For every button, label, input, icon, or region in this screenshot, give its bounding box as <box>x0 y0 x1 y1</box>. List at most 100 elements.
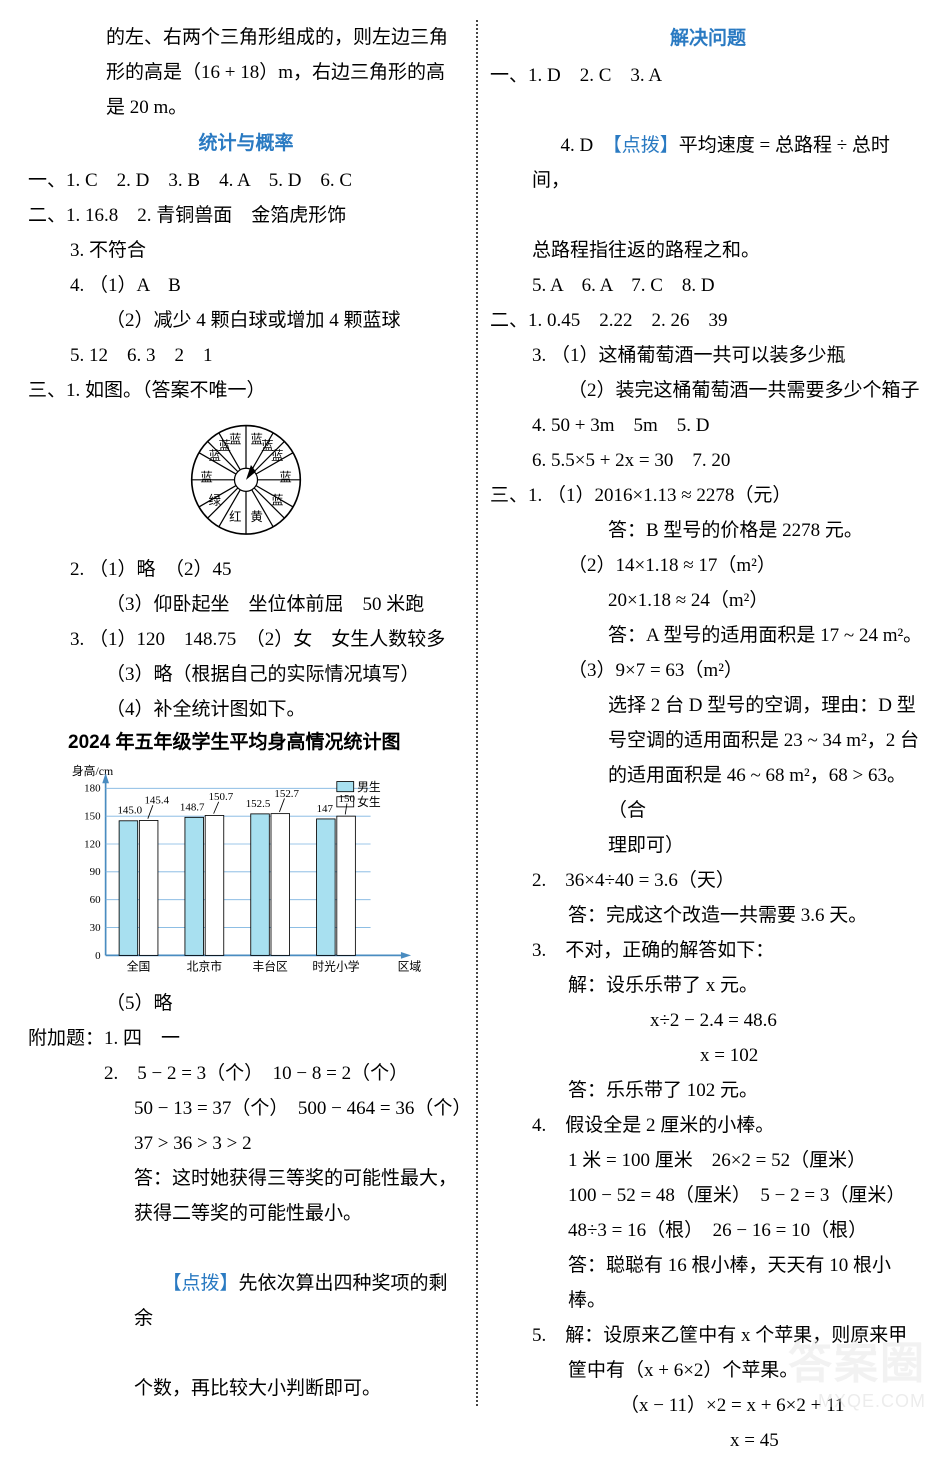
bar-group: 145.0 145.4 全国 <box>117 794 169 973</box>
sector-label: 蓝 <box>200 470 212 484</box>
page-container: 的左、右两个三角形组成的，则左边三角 形的高是（16 + 18）m，右边三角形的… <box>0 0 944 1426</box>
answer-line: 6. 5.5×5 + 2x = 30 7. 20 <box>490 443 926 478</box>
right-column: 解决问题 一、1. D 2. C 3. A 4. D 【点拨】平均速度 = 总路… <box>478 20 926 1406</box>
hint-label: 【点拨】 <box>612 135 679 156</box>
answer-line: 2. （1）略 （2）45 <box>28 552 464 587</box>
answer-line: （2）14×1.18 ≈ 17（m²） <box>490 548 926 583</box>
svg-text:时光小学: 时光小学 <box>312 959 359 973</box>
svg-text:152.7: 152.7 <box>274 787 299 799</box>
intro-line: 的左、右两个三角形组成的，则左边三角 <box>28 20 464 55</box>
answer-line: 答：A 型号的适用面积是 17 ~ 24 m²。 <box>490 618 926 653</box>
svg-text:0: 0 <box>95 949 101 961</box>
section-heading-solve: 解决问题 <box>490 20 926 58</box>
answer-line: 二、1. 16.8 2. 青铜兽面 金箔虎形饰 <box>28 198 464 233</box>
sector-label: 蓝 <box>218 439 230 453</box>
section-heading-stats: 统计与概率 <box>28 125 464 163</box>
answer-line: 三、1. （1）2016×1.13 ≈ 2278（元） <box>490 478 926 513</box>
answer-line: 4. （1）A B <box>28 268 464 303</box>
left-column: 的左、右两个三角形组成的，则左边三角 形的高是（16 + 18）m，右边三角形的… <box>28 20 476 1406</box>
answer-line: 解：设乐乐带了 x 元。 <box>490 968 926 1003</box>
svg-text:150: 150 <box>84 810 101 822</box>
sector-label: 蓝 <box>229 433 241 447</box>
svg-text:男生: 男生 <box>357 779 381 793</box>
answer-prefix: 4. D <box>561 135 613 156</box>
sector-label: 黄 <box>251 510 263 524</box>
answer-line: （4）补全统计图如下。 <box>28 692 464 727</box>
intro-line: 是 20 m。 <box>28 90 464 125</box>
answer-line: 5. 解：设原来乙筐中有 x 个苹果，则原来甲 <box>490 1318 926 1353</box>
bar-chart: 身高/cm 0 30 60 90 120 150 <box>34 763 454 982</box>
answer-line: （3）9×7 = 63（m²） <box>490 653 926 688</box>
svg-text:全国: 全国 <box>127 959 151 973</box>
answer-line: 号空调的适用面积是 23 ~ 34 m²，2 台 <box>490 723 926 758</box>
answer-line: 的适用面积是 46 ~ 68 m²，68 > 63。（合 <box>490 758 926 828</box>
answer-line: 50 − 13 = 37（个） 500 − 464 = 36（个） <box>28 1091 464 1126</box>
intro-line: 形的高是（16 + 18）m，右边三角形的高 <box>28 55 464 90</box>
answer-line: 二、1. 0.45 2.22 2. 26 39 <box>490 303 926 338</box>
chart-title: 2024 年五年级学生平均身高情况统计图 <box>28 727 464 759</box>
answer-line: 3. 不符合 <box>28 233 464 268</box>
answer-line: 20×1.18 ≈ 24（m²） <box>490 583 926 618</box>
answer-line: 答：B 型号的价格是 2278 元。 <box>490 513 926 548</box>
sector-label: 蓝 <box>271 493 283 507</box>
answer-line: 答：完成这个改造一共需要 3.6 天。 <box>490 898 926 933</box>
answer-line: 一、1. D 2. C 3. A <box>490 58 926 93</box>
answer-line: 3. （1）这桶葡萄酒一共可以装多少瓶 <box>490 338 926 373</box>
answer-line: x = 102 <box>490 1038 926 1073</box>
answer-line: 一、1. C 2. D 3. B 4. A 5. D 6. C <box>28 163 464 198</box>
sector-label: 绿 <box>209 492 221 507</box>
answer-line: x = 45 <box>490 1423 926 1458</box>
svg-text:145.4: 145.4 <box>144 794 169 806</box>
answer-line: 4. 假设全是 2 厘米的小棒。 <box>490 1108 926 1143</box>
svg-text:180: 180 <box>84 782 101 794</box>
answer-line: 100 − 52 = 48（厘米） 5 − 2 = 3（厘米） <box>490 1178 926 1213</box>
sector-label: 蓝 <box>279 470 291 484</box>
answer-line: 选择 2 台 D 型号的空调，理由：D 型 <box>490 688 926 723</box>
answer-line: （3）仰卧起坐 坐位体前屈 50 米跑 <box>28 587 464 622</box>
spinner-diagram: 蓝 蓝 蓝 蓝 蓝 黄 红 绿 蓝 蓝 蓝 蓝 <box>171 414 321 546</box>
answer-line: 答：乐乐带了 102 元。 <box>490 1073 926 1108</box>
svg-text:120: 120 <box>84 838 101 850</box>
bar-group: 152.5 152.7 丰台区 <box>246 787 300 973</box>
svg-text:147: 147 <box>317 803 334 815</box>
svg-text:女生: 女生 <box>357 795 381 809</box>
hint-line: 4. D 【点拨】平均速度 = 总路程 ÷ 总时间， <box>490 93 926 233</box>
svg-text:60: 60 <box>90 894 101 906</box>
y-axis-label: 身高/cm <box>72 763 113 777</box>
answer-line: 2. 5 − 2 = 3（个） 10 − 8 = 2（个） <box>28 1056 464 1091</box>
answer-line: （2）减少 4 颗白球或增加 4 颗蓝球 <box>28 303 464 338</box>
answer-line: 48÷3 = 16（根） 26 − 16 = 10（根） <box>490 1213 926 1248</box>
sector-label: 红 <box>229 509 241 524</box>
answer-line: 1 米 = 100 厘米 26×2 = 52（厘米） <box>490 1143 926 1178</box>
answer-line: 5. A 6. A 7. C 8. D <box>490 268 926 303</box>
svg-text:148.7: 148.7 <box>180 801 205 813</box>
answer-line: （2）装完这桶葡萄酒一共需要多少个箱子 <box>490 373 926 408</box>
answer-line: 37 > 36 > 3 > 2 <box>28 1126 464 1161</box>
answer-line: 理即可） <box>490 828 926 863</box>
svg-text:145.0: 145.0 <box>117 804 142 816</box>
hint-line: 个数，再比较大小判断即可。 <box>28 1371 464 1406</box>
bar-group: 148.7 150.7 北京市 <box>180 791 234 973</box>
answer-line: 3. （1）120 148.75 （2）女 女生人数较多 <box>28 622 464 657</box>
answer-line: 筐中有（x + 6×2）个苹果。 <box>490 1353 926 1388</box>
answer-line: x÷2 − 2.4 = 48.6 <box>490 1003 926 1038</box>
hint-line: 【点拨】先依次算出四种奖项的剩余 <box>28 1231 464 1371</box>
sector-label: 蓝 <box>261 439 273 453</box>
answer-line: 三、1. 如图。（答案不唯一） <box>28 373 464 408</box>
svg-text:丰台区: 丰台区 <box>252 959 288 973</box>
svg-text:北京市: 北京市 <box>187 959 223 973</box>
answer-line: （3）略（根据自己的实际情况填写） <box>28 657 464 692</box>
x-axis-label: 区域 <box>398 959 422 973</box>
answer-line: （5）略 <box>28 986 464 1021</box>
extra-heading: 附加题：1. 四 一 <box>28 1021 464 1056</box>
bar-group: 147 150 时光小学 <box>312 792 359 973</box>
svg-text:90: 90 <box>90 866 101 878</box>
answer-line: 3. 不对，正确的解答如下： <box>490 933 926 968</box>
answer-line: 答：这时她获得三等奖的可能性最大， <box>28 1161 464 1196</box>
answer-line: 总路程指往返的路程之和。 <box>490 233 926 268</box>
answer-line: 4. 50 + 3m 5m 5. D <box>490 408 926 443</box>
answer-line: 获得二等奖的可能性最小。 <box>28 1196 464 1231</box>
hint-label: 【点拨】 <box>163 1273 239 1294</box>
svg-text:150.7: 150.7 <box>209 791 234 803</box>
answer-line: 答：聪聪有 16 根小棒，天天有 10 根小棒。 <box>490 1248 926 1318</box>
